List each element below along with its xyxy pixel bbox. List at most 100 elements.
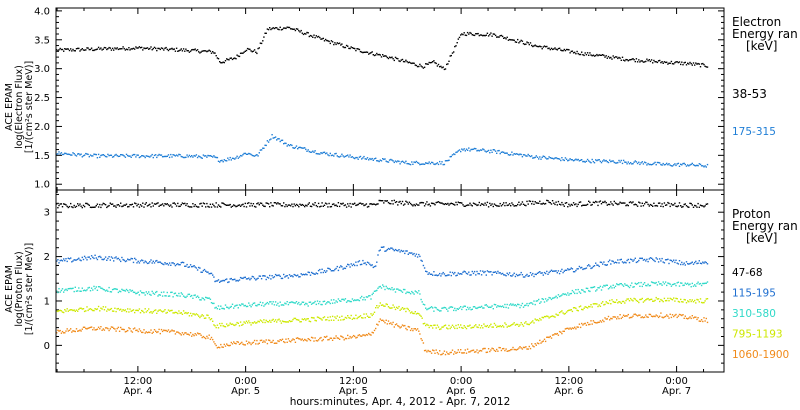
data-point [400, 290, 402, 292]
data-point [468, 147, 470, 149]
data-point [65, 288, 67, 290]
data-point [237, 307, 239, 309]
data-point [324, 319, 327, 321]
data-point [675, 297, 677, 300]
data-point [279, 339, 281, 341]
data-point [485, 204, 487, 206]
data-point [554, 270, 556, 272]
data-point [402, 204, 405, 206]
data-point [305, 339, 307, 341]
data-point [551, 200, 554, 202]
data-point [379, 302, 381, 304]
data-point [75, 48, 78, 50]
data-point [170, 309, 172, 312]
data-point [277, 319, 279, 321]
data-point [354, 47, 356, 50]
data-point [191, 206, 193, 208]
data-point [239, 276, 242, 279]
data-point [407, 163, 409, 165]
data-point [520, 153, 522, 156]
data-point [420, 65, 422, 67]
data-point [387, 201, 390, 204]
data-point [257, 320, 259, 322]
data-point [185, 265, 187, 267]
data-point [706, 298, 709, 300]
data-point [329, 268, 331, 271]
data-point [229, 203, 231, 206]
data-point [476, 150, 478, 152]
data-point [588, 160, 590, 162]
data-point [390, 288, 392, 291]
data-point [107, 257, 109, 260]
data-point [324, 336, 327, 338]
data-point [253, 277, 256, 280]
data-point [436, 324, 439, 326]
data-point [382, 246, 384, 248]
data-point [507, 39, 510, 41]
data-point [288, 144, 291, 147]
data-point [349, 202, 351, 205]
data-point [476, 33, 478, 35]
data-point [163, 263, 165, 266]
data-point [385, 160, 387, 162]
data-point [75, 290, 78, 292]
data-point [128, 327, 130, 329]
data-point [616, 262, 618, 264]
data-point [522, 276, 525, 278]
data-point [340, 319, 342, 321]
data-point [310, 303, 313, 305]
data-point [635, 204, 638, 206]
data-point [579, 201, 582, 203]
data-point [134, 257, 136, 260]
data-point [661, 284, 663, 286]
data-point [469, 351, 471, 353]
y-tick-label: 1.0 [34, 180, 50, 191]
data-point [533, 157, 535, 159]
data-point [421, 339, 423, 342]
data-point [426, 201, 428, 203]
data-point [632, 260, 634, 262]
data-point [460, 150, 462, 153]
data-point [473, 34, 476, 37]
data-point [447, 202, 449, 205]
data-point [563, 293, 565, 296]
data-point [171, 329, 173, 331]
data-point [135, 156, 137, 158]
data-point [145, 202, 147, 204]
data-point [99, 203, 101, 206]
data-point [681, 282, 683, 284]
data-point [464, 205, 466, 207]
data-point [295, 301, 298, 303]
data-point [137, 203, 139, 205]
data-point [704, 205, 706, 207]
data-point [271, 27, 273, 30]
data-point [515, 273, 518, 276]
data-point [214, 280, 216, 283]
data-point [242, 323, 244, 326]
data-point [74, 310, 76, 312]
data-point [165, 263, 167, 265]
data-point [402, 161, 405, 163]
data-point [341, 266, 343, 268]
data-point [574, 159, 576, 161]
data-point [662, 205, 664, 208]
data-point [317, 202, 320, 205]
data-point [437, 163, 440, 166]
data-point [382, 284, 384, 286]
data-point [613, 200, 615, 203]
data-point [242, 277, 244, 280]
data-point [71, 261, 73, 263]
data-point [491, 326, 493, 328]
data-point [329, 337, 331, 339]
data-point [104, 256, 107, 258]
data-point [544, 340, 547, 343]
data-point [276, 342, 278, 344]
data-point [241, 204, 243, 206]
data-point [492, 149, 494, 151]
data-point [194, 314, 196, 316]
data-point [613, 262, 615, 264]
data-point [432, 202, 434, 205]
data-point [666, 162, 668, 165]
data-point [143, 262, 145, 264]
data-point [593, 201, 596, 204]
